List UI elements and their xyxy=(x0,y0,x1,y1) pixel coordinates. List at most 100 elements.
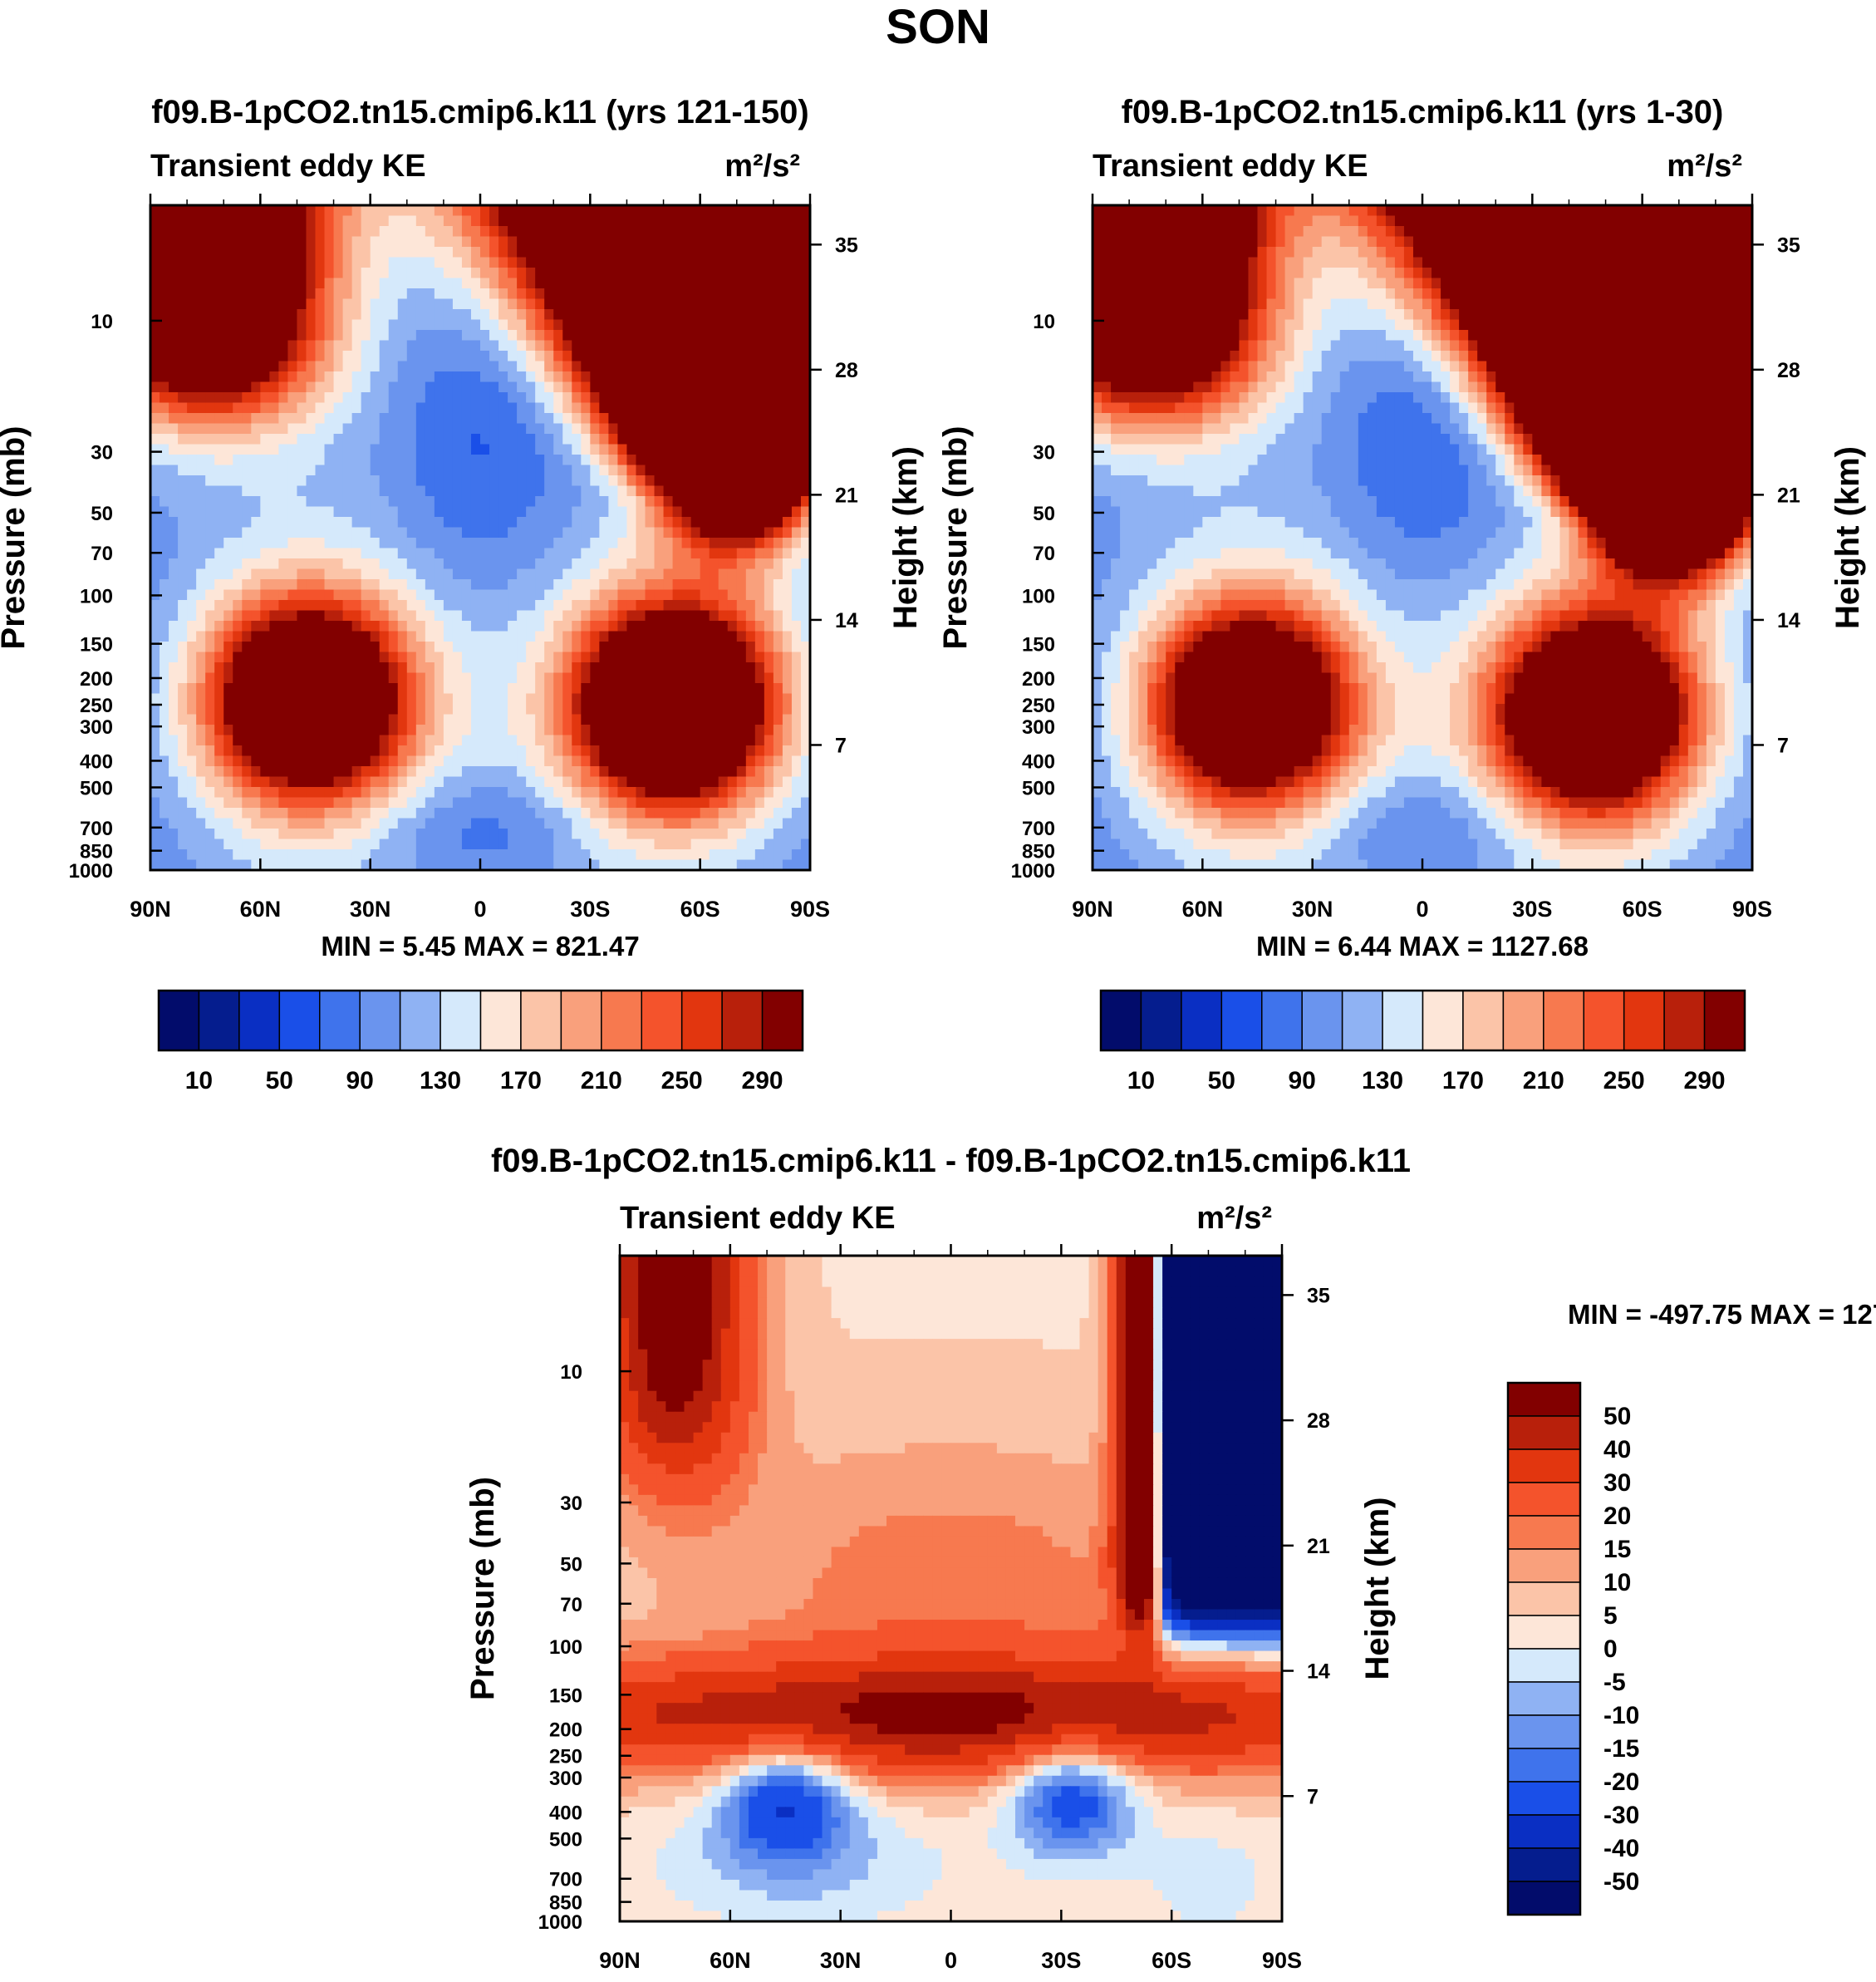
y-tick-label: 400 xyxy=(80,750,113,773)
heatmap-cell xyxy=(1367,226,1378,238)
heatmap-cell xyxy=(461,538,472,549)
heatmap-cell xyxy=(480,808,490,819)
heatmap-cell xyxy=(370,839,381,850)
heatmap-cell xyxy=(718,558,729,570)
heatmap-cell xyxy=(205,434,215,445)
heatmap-cell xyxy=(690,725,701,736)
heatmap-cell xyxy=(233,247,243,258)
heatmap-cell xyxy=(260,319,270,331)
heatmap-cell xyxy=(150,745,160,757)
heatmap-cell xyxy=(636,839,646,850)
heatmap-cell xyxy=(608,683,619,695)
heatmap-cell xyxy=(223,642,233,653)
heatmap-cell xyxy=(590,548,600,559)
heatmap-cell xyxy=(498,444,508,455)
heatmap-cell xyxy=(562,205,572,217)
heatmap-cell xyxy=(800,621,811,632)
heatmap-cell xyxy=(223,548,233,559)
heatmap-cell xyxy=(425,351,435,362)
heatmap-cell xyxy=(205,849,215,861)
heatmap-cell xyxy=(782,402,793,414)
heatmap-cell xyxy=(287,423,298,435)
heatmap-cell xyxy=(718,859,729,871)
heatmap-cell xyxy=(287,672,298,684)
heatmap-cell xyxy=(663,839,674,850)
heatmap-cell xyxy=(508,672,518,684)
heatmap-cell xyxy=(727,745,738,757)
heatmap-cell xyxy=(415,465,426,476)
heatmap-cell xyxy=(599,392,609,404)
heatmap-cell xyxy=(645,330,656,342)
heatmap-cell xyxy=(517,236,527,248)
heatmap-cell xyxy=(526,787,536,799)
heatmap-cell xyxy=(800,517,811,529)
heatmap-cell xyxy=(736,672,747,684)
heatmap-cell xyxy=(434,268,444,279)
heatmap-cell xyxy=(470,631,481,642)
heatmap-cell xyxy=(553,475,563,487)
heatmap-cell xyxy=(315,548,326,559)
heatmap-cell xyxy=(1239,215,1250,227)
heatmap-cell xyxy=(773,247,783,258)
heatmap-cell xyxy=(470,226,481,238)
heatmap-cell xyxy=(425,776,435,788)
heatmap-cell xyxy=(672,548,683,559)
heatmap-cell xyxy=(773,693,783,705)
heatmap-cell xyxy=(361,402,371,414)
heatmap-cell xyxy=(617,485,628,497)
heatmap-cell xyxy=(370,735,381,746)
heatmap-cell xyxy=(287,725,298,736)
heatmap-cell xyxy=(672,226,683,238)
heatmap-cell xyxy=(663,288,674,300)
heatmap-cell xyxy=(498,787,508,799)
heatmap-cell xyxy=(242,340,252,352)
heatmap-cell xyxy=(187,330,197,342)
heatmap-cell xyxy=(764,309,774,321)
heatmap-cell xyxy=(782,278,793,289)
heatmap-cell xyxy=(297,371,307,383)
heatmap-cell xyxy=(434,652,444,663)
heatmap-cell xyxy=(287,371,298,383)
heatmap-cell xyxy=(562,849,572,861)
heatmap-cell xyxy=(718,371,729,383)
heatmap-cell xyxy=(745,787,756,799)
heatmap-cell xyxy=(342,755,353,767)
heatmap-cell xyxy=(196,423,206,435)
heatmap-cell xyxy=(663,735,674,746)
heatmap-cell xyxy=(626,506,637,518)
heatmap-cell xyxy=(480,735,490,746)
heatmap-cell xyxy=(361,455,371,466)
heatmap-cell xyxy=(160,818,169,829)
heatmap-cell xyxy=(150,829,160,840)
heatmap-cell xyxy=(489,652,499,663)
heatmap-cell xyxy=(397,859,408,871)
heatmap-cell xyxy=(736,808,747,819)
heatmap-cell xyxy=(535,621,545,632)
heatmap-cell xyxy=(287,226,298,238)
heatmap-cell xyxy=(645,745,656,757)
heatmap-cell xyxy=(498,704,508,716)
heatmap-cell xyxy=(581,610,591,622)
heatmap-cell xyxy=(626,755,637,767)
heatmap-cell xyxy=(196,558,206,570)
heatmap-cell xyxy=(681,496,692,508)
heatmap-cell xyxy=(572,776,582,788)
heatmap-cell xyxy=(214,392,224,404)
heatmap-cell xyxy=(461,361,472,372)
heatmap-cell xyxy=(581,517,591,529)
heatmap-cell xyxy=(470,517,481,529)
heatmap-cell xyxy=(415,268,426,279)
heatmap-cell xyxy=(251,527,261,539)
heatmap-cell xyxy=(535,247,545,258)
heatmap-cell xyxy=(160,402,169,414)
heatmap-cell xyxy=(553,735,563,746)
heatmap-cell xyxy=(150,797,160,809)
heatmap-cell xyxy=(553,600,563,612)
heatmap-cell xyxy=(745,704,756,716)
heatmap-cell xyxy=(333,818,344,829)
heatmap-cell xyxy=(452,423,463,435)
heatmap-cell xyxy=(480,444,490,455)
heatmap-cell xyxy=(1367,215,1378,227)
heatmap-cell xyxy=(773,548,783,559)
heatmap-cell xyxy=(233,351,243,362)
